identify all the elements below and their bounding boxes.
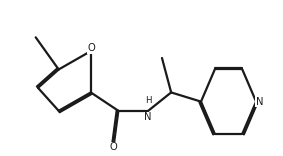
Text: O: O	[110, 142, 118, 152]
Text: N: N	[144, 112, 152, 122]
Text: N: N	[256, 97, 263, 107]
Text: H: H	[145, 96, 151, 105]
Text: O: O	[88, 43, 96, 53]
